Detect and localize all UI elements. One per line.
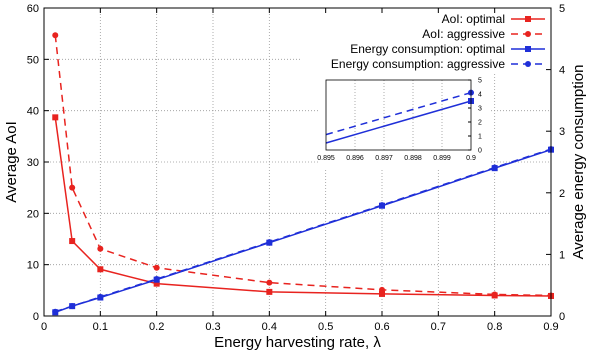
data-point <box>52 114 59 121</box>
series-energy-consumption-aggressive <box>52 146 554 315</box>
data-point <box>153 264 160 271</box>
legend-item: AoI: aggressive <box>422 27 545 41</box>
inset-y-tick-label: 3 <box>478 106 482 113</box>
series-energy-consumption-optimal <box>52 146 554 316</box>
data-point <box>97 266 104 273</box>
legend-marker <box>525 31 531 37</box>
inset-chart: 0.895 0.896 0.897 0.898 0.899 0.90 1 2 3 4 5 <box>317 72 489 169</box>
legend-item: Energy consumption: optimal <box>350 42 545 56</box>
data-point <box>52 308 59 315</box>
inset-y-tick-label: 2 <box>478 120 482 127</box>
data-point <box>266 288 273 295</box>
data-point <box>266 239 273 246</box>
inset-series-line <box>325 100 472 144</box>
legend-marker <box>525 61 531 67</box>
series-line <box>55 148 552 314</box>
y-axis-right-label: Average energy consumption <box>570 65 587 260</box>
inset-x-tick-label: 0.897 <box>375 155 393 162</box>
inset-series-line <box>325 91 472 136</box>
x-tick-label: 0.5 <box>318 321 333 333</box>
data-point <box>266 279 273 286</box>
legend-marker <box>525 46 531 52</box>
y-left-tick-label: 30 <box>27 157 39 169</box>
ticks-layer: 0 0.1 0.2 0.3 0.4 0.5 0.6 0.7 0.8 0.9010203040506… <box>27 3 565 333</box>
inset-x-tick-label: 0.898 <box>404 155 422 162</box>
data-point <box>379 286 385 293</box>
inset-y-tick-label: 5 <box>478 78 482 85</box>
y-left-tick-label: 10 <box>27 260 39 272</box>
y-right-tick-label: 2 <box>559 188 565 200</box>
y-left-tick-label: 60 <box>27 3 39 15</box>
y-right-tick-label: 0 <box>559 311 565 323</box>
y-left-tick-label: 40 <box>27 106 39 118</box>
legend-marker <box>525 16 531 22</box>
x-tick-label: 0.6 <box>374 321 389 333</box>
y-left-tick-label: 50 <box>27 54 39 66</box>
y-left-tick-label: 20 <box>27 208 39 220</box>
y-right-tick-label: 3 <box>559 126 565 138</box>
x-tick-label: 0.2 <box>149 321 164 333</box>
data-point <box>379 290 385 297</box>
data-point <box>69 184 76 191</box>
legend-label: AoI: optimal <box>442 12 505 26</box>
legend-item: AoI: optimal <box>442 12 545 26</box>
series-line <box>54 117 552 297</box>
data-point <box>69 303 76 310</box>
x-tick-label: 0.9 <box>543 321 558 333</box>
series-line <box>54 35 552 297</box>
inset-frame <box>325 79 472 151</box>
y-right-tick-label: 4 <box>559 65 565 77</box>
data-point <box>379 202 385 209</box>
data-point <box>153 276 160 283</box>
x-axis-label: Energy harvesting rate, λ <box>214 334 381 351</box>
data-point <box>491 164 498 171</box>
inset-y-tick-label: 1 <box>478 134 482 141</box>
legend-label: Energy consumption: aggressive <box>331 57 505 71</box>
inset-y-tick-label: 4 <box>478 92 482 99</box>
inset-y-tick-label: 0 <box>478 148 482 155</box>
data-point <box>52 32 59 39</box>
legend-box <box>300 10 549 72</box>
data-point <box>69 238 76 245</box>
x-tick-label: 0.3 <box>205 321 220 333</box>
x-tick-label: 0.7 <box>431 321 446 333</box>
x-tick-label: 0.1 <box>93 321 108 333</box>
inset-x-tick-label: 0.895 <box>317 155 335 162</box>
y-right-tick-label: 1 <box>559 249 565 261</box>
data-point <box>97 245 104 252</box>
y-right-tick-label: 5 <box>559 3 565 15</box>
y-axis-left-label: Average AoI <box>3 121 20 202</box>
legend-background <box>300 10 549 72</box>
inset-x-tick-label: 0.896 <box>346 155 364 162</box>
data-point <box>491 291 498 298</box>
y-left-tick-label: 0 <box>33 311 39 323</box>
x-tick-label: 0.4 <box>262 321 277 333</box>
inset-x-tick-label: 0.899 <box>433 155 451 162</box>
x-tick-label: 0 <box>41 321 47 333</box>
x-tick-label: 0.8 <box>487 321 502 333</box>
legend-label: Energy consumption: optimal <box>350 42 505 56</box>
data-point <box>153 280 160 287</box>
inset-x-tick-label: 0.9 <box>466 155 476 162</box>
legend-item: Energy consumption: aggressive <box>331 57 545 71</box>
data-point <box>97 293 104 300</box>
legend-label: AoI: aggressive <box>422 27 505 41</box>
